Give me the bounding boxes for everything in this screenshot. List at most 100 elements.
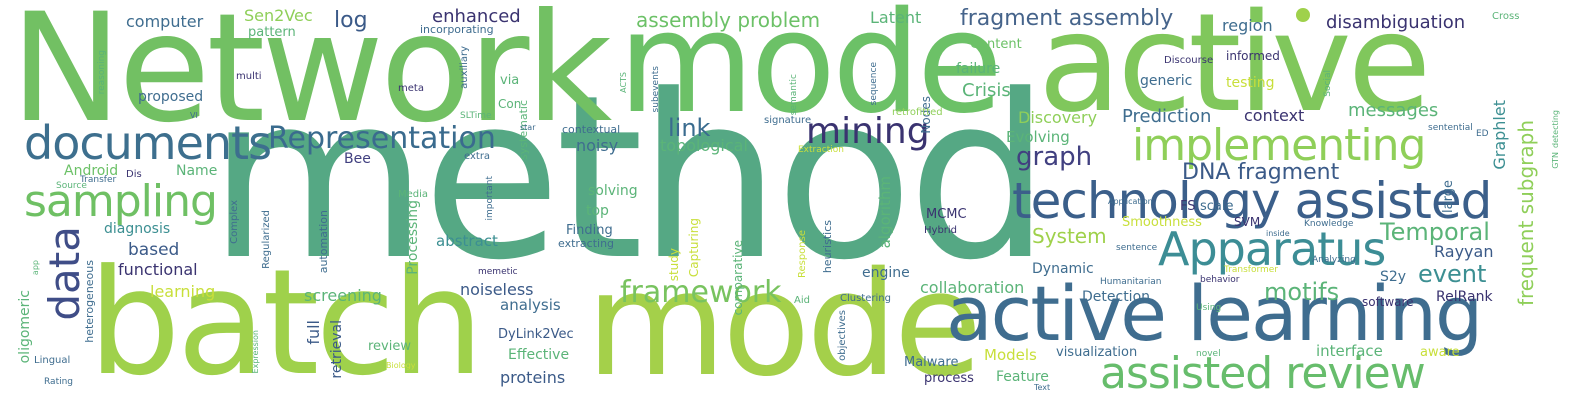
word-frequent-subgraph: frequent subgraph — [1514, 120, 1538, 307]
word-visualization: visualization — [1056, 345, 1138, 360]
word-sen2vec: Sen2Vec — [244, 6, 313, 25]
word-collaboration: collaboration — [920, 278, 1025, 297]
word-based: based — [128, 240, 180, 260]
word-effective: Effective — [508, 347, 570, 363]
word-dylink2vec: DyLink2Vec — [498, 327, 574, 342]
word-aware: aware — [1420, 345, 1460, 360]
word-processing: Processing — [405, 200, 421, 275]
word-enhanced: enhanced — [432, 6, 521, 27]
word-content: Content — [970, 37, 1022, 52]
word-abstract: abstract — [436, 232, 498, 250]
word-oligomeric: oligomeric — [17, 290, 33, 364]
word-android: Android — [64, 163, 119, 179]
word-discovery: Discovery — [1018, 108, 1098, 127]
word-study: study — [667, 248, 681, 282]
word-ed: ED — [1476, 129, 1489, 139]
word-context: context — [1244, 106, 1305, 125]
word-representation: Representation — [268, 121, 496, 156]
dot-decoration — [1296, 8, 1310, 22]
word-interface: interface — [1316, 342, 1383, 360]
word-comparative: comparative — [731, 240, 745, 316]
word-sltime: SLTime — [460, 111, 492, 121]
word-topological: topological — [660, 136, 748, 155]
word-prediction: Prediction — [1122, 106, 1212, 127]
word-transformer: Transformer — [1224, 265, 1279, 275]
word-pattern: pattern — [248, 25, 296, 40]
word-feature: Feature — [996, 369, 1049, 385]
word-generic: generic — [1140, 73, 1193, 89]
word-disambiguation: disambiguation — [1326, 12, 1466, 33]
word-temporal: Temporal — [1380, 218, 1490, 246]
word-biology: Biology — [386, 361, 416, 370]
word-s2y: S2y — [1380, 269, 1407, 285]
word-diagnosis: diagnosis — [104, 221, 171, 237]
word-regularized: Regularized — [261, 210, 272, 269]
word-motifs: motifs — [1264, 278, 1340, 306]
word-sequence: sequence — [869, 62, 879, 106]
word-log: log — [334, 8, 368, 33]
word-capturing: Capturing — [687, 218, 701, 278]
word-system: System — [1032, 224, 1107, 248]
word-lingual: Lingual — [34, 355, 71, 366]
word-meta: meta — [398, 83, 424, 94]
word-method: method — [208, 47, 1051, 310]
word-clustering: Clustering — [840, 293, 891, 304]
word-dna-fragment: DNA fragment — [1182, 160, 1340, 185]
word-extraction: Extraction — [798, 145, 844, 155]
word-data: data — [40, 226, 89, 321]
word-automation: automation — [317, 210, 330, 274]
word-proteins: proteins — [500, 368, 566, 387]
word-relrank: RelRank — [1436, 289, 1493, 305]
word-fs: FS — [1180, 199, 1196, 214]
word-complex: Complex — [229, 200, 240, 244]
word-con: Con — [498, 97, 522, 111]
word-reasoning: reasoning — [97, 50, 107, 95]
word-sentence: sentence — [1116, 243, 1158, 253]
word-full: full — [304, 320, 323, 345]
word-mode-top: mode — [618, 0, 1003, 145]
word-using: Using — [1196, 303, 1222, 313]
word-apparatus: Apparatus — [1158, 222, 1386, 276]
word-assembly-problem: assembly problem — [636, 8, 821, 32]
word-acts: ACTS — [619, 72, 628, 93]
word-dis: Dis — [126, 169, 142, 180]
word-rayyan: Rayyan — [1434, 242, 1494, 261]
word-extra: extra — [464, 151, 491, 162]
word-learning: learning — [150, 282, 216, 301]
word-process: process — [924, 371, 974, 386]
word-aid: Aid — [794, 295, 810, 306]
word-analyzing: Analyzing — [1312, 255, 1356, 265]
word-incorporating: incorporating — [420, 23, 494, 36]
word-framework: framework — [620, 275, 782, 310]
word-network: Network — [10, 0, 612, 156]
word-discourse: Discourse — [1164, 55, 1214, 66]
word-computer: computer — [126, 12, 204, 31]
word-noisy: noisy — [576, 136, 619, 155]
word-social: Social — [1323, 70, 1333, 97]
word-region: region — [1222, 16, 1273, 35]
word-documents: documents — [24, 116, 272, 170]
word-heuristics: heuristics — [821, 220, 834, 274]
word-heterogeneous: heterogeneous — [83, 260, 96, 343]
word-analysis: analysis — [500, 296, 561, 314]
word-mode-bottom: mode — [586, 240, 982, 402]
word-application: Application — [1108, 197, 1153, 206]
word-mcmc: MCMC — [926, 207, 967, 222]
word-software: software — [1362, 295, 1414, 309]
word-name: Name — [176, 163, 218, 179]
word-scale: scale — [1200, 199, 1234, 214]
word-noiseless: noiseless — [460, 280, 534, 299]
word-subevents: subevents — [651, 66, 661, 113]
word-implementing: implementing — [1132, 120, 1426, 171]
word-novel: novel — [1196, 349, 1221, 359]
word-star: star — [520, 123, 536, 132]
word-event: event — [1418, 260, 1487, 288]
word-mining: mining — [806, 111, 930, 152]
word-transfer: Transfer — [80, 175, 117, 185]
word-contextual: contextual — [562, 123, 621, 136]
word-graphlet: Graphlet — [1490, 100, 1509, 170]
word-inside: inside — [1266, 229, 1290, 238]
word-auxiliary: auxiliary — [459, 46, 470, 89]
word-signature: signature — [764, 115, 812, 126]
